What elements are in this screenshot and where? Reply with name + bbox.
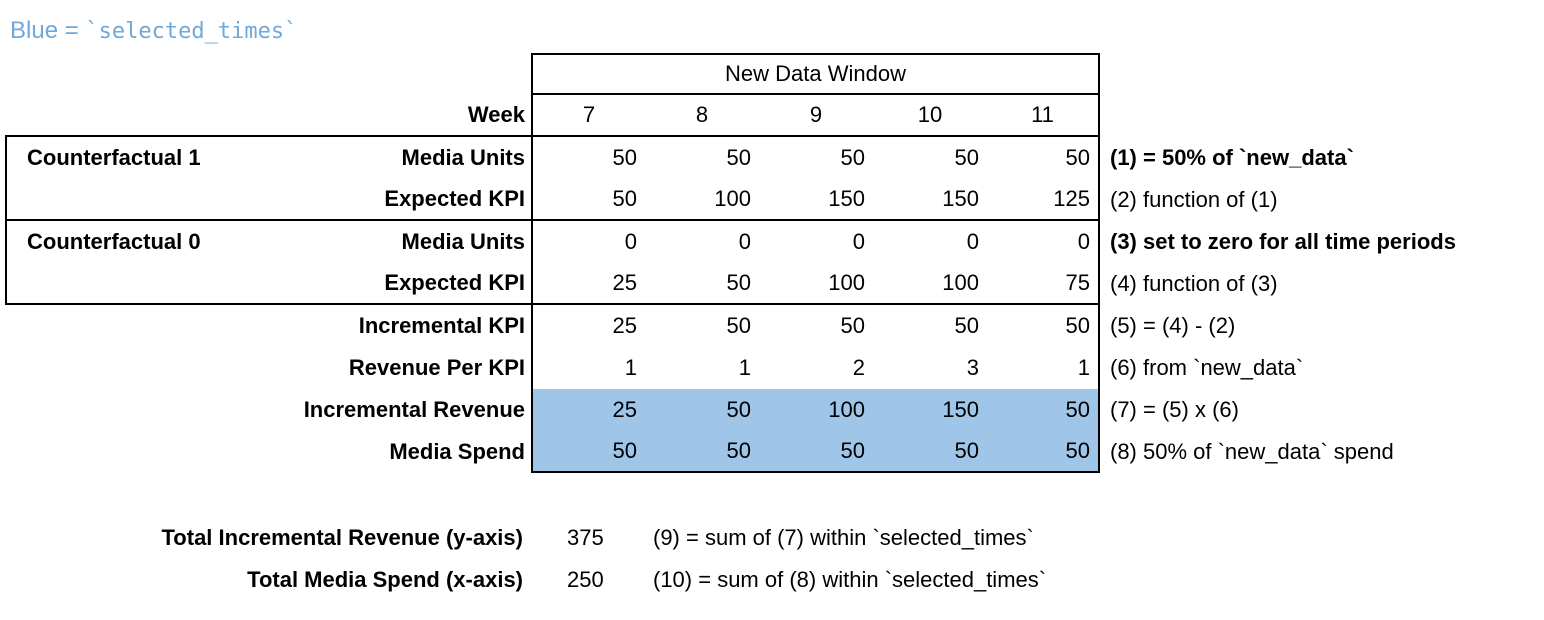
row-label: Media Spend (389, 438, 525, 464)
value-cell: 50 (954, 312, 979, 338)
row-note: (3) set to zero for all time periods (1110, 228, 1456, 254)
new-data-window-header: New Data Window (531, 53, 1100, 95)
week-label: Week (5, 95, 531, 137)
value-cell-highlighted: 25 (531, 389, 645, 431)
value-cell: 50 (726, 312, 751, 338)
value-cell: 75 (987, 263, 1100, 305)
row-label: Media Units (401, 228, 525, 254)
total-note: (10) = sum of (8) within `selected_times… (653, 567, 1047, 592)
value-cell: 50 (726, 144, 751, 170)
value-cell: 25 (531, 263, 645, 305)
value-cell: 50 (954, 144, 979, 170)
week-cell: 11 (987, 95, 1100, 137)
value-cell: 50 (840, 312, 865, 338)
total-note: (9) = sum of (7) within `selected_times` (653, 525, 1034, 550)
value-cell: 125 (987, 179, 1100, 221)
value-cell-highlighted: 50 (987, 431, 1100, 473)
value-cell: 100 (645, 179, 759, 221)
row-note: (1) = 50% of `new_data` (1110, 144, 1354, 170)
value-cell: 50 (840, 144, 865, 170)
row-label: Media Units (401, 144, 525, 170)
row-label: Expected KPI (5, 179, 531, 221)
value-cell-highlighted: 150 (873, 389, 987, 431)
week-cell: 9 (759, 95, 873, 137)
value-cell-highlighted: 50 (645, 389, 759, 431)
value-cell-highlighted: 50 (987, 389, 1100, 431)
value-cell-highlighted: 100 (759, 389, 873, 431)
value-cell-highlighted: 50 (873, 431, 987, 473)
legend-note-prefix: Blue = (10, 17, 86, 44)
header-spacer (5, 53, 531, 95)
week-cell: 10 (873, 95, 987, 137)
row-note: (4) function of (3) (1110, 270, 1278, 296)
total-label: Total Media Spend (x-axis) (247, 567, 523, 592)
week-cell: 7 (531, 95, 645, 137)
group-label: Counterfactual 1 (27, 144, 201, 170)
value-cell: 0 (852, 228, 865, 254)
value-cell: 2 (852, 354, 865, 380)
row-note: (2) function of (1) (1110, 186, 1278, 212)
value-cell: 100 (873, 263, 987, 305)
value-cell: 0 (966, 228, 979, 254)
value-cell: 0 (531, 221, 645, 263)
group-label: Counterfactual 0 (27, 228, 201, 254)
value-cell: 50 (531, 137, 645, 179)
value-cell: 100 (759, 263, 873, 305)
value-cell: 0 (987, 221, 1100, 263)
value-cell-highlighted: 50 (645, 431, 759, 473)
row-label-cell: Counterfactual 0 Media Units (5, 221, 531, 263)
value-cell: 150 (873, 179, 987, 221)
row-label: Incremental KPI (358, 312, 525, 338)
row-note: (7) = (5) x (6) (1110, 396, 1239, 422)
total-label: Total Incremental Revenue (y-axis) (161, 525, 524, 550)
row-label-cell: Counterfactual 1 Media Units (5, 137, 531, 179)
value-cell: 150 (759, 179, 873, 221)
legend-note: Blue = `selected_times` (10, 17, 297, 45)
row-label: Expected KPI (5, 263, 531, 305)
data-table: New Data Window Week 7 8 9 10 11 Counter… (5, 53, 1544, 473)
row-note: (6) from `new_data` (1110, 354, 1304, 380)
value-cell-highlighted: 50 (759, 431, 873, 473)
totals: Total Incremental Revenue (y-axis) 375 (… (0, 517, 1344, 601)
value-cell: 3 (966, 354, 979, 380)
value-cell: 1 (987, 347, 1100, 389)
value-cell: 50 (645, 263, 759, 305)
row-label: Revenue Per KPI (348, 354, 525, 380)
total-value: 250 (567, 567, 604, 592)
row-label: Incremental Revenue (303, 396, 525, 422)
selected-times-code: `selected_times` (85, 19, 298, 44)
value-cell: 50 (987, 305, 1100, 347)
value-cell: 50 (531, 179, 645, 221)
header-spacer-right (1100, 53, 1544, 95)
value-cell: 25 (531, 305, 645, 347)
value-cell: 50 (987, 137, 1100, 179)
row-note: (8) 50% of `new_data` spend (1110, 438, 1394, 464)
value-cell: 0 (738, 228, 751, 254)
week-row-spacer (1100, 95, 1544, 137)
week-cell: 8 (645, 95, 759, 137)
value-cell: 1 (738, 354, 751, 380)
total-value: 375 (567, 525, 604, 550)
value-cell: 1 (531, 347, 645, 389)
value-cell-highlighted: 50 (531, 431, 645, 473)
row-note: (5) = (4) - (2) (1110, 312, 1236, 338)
